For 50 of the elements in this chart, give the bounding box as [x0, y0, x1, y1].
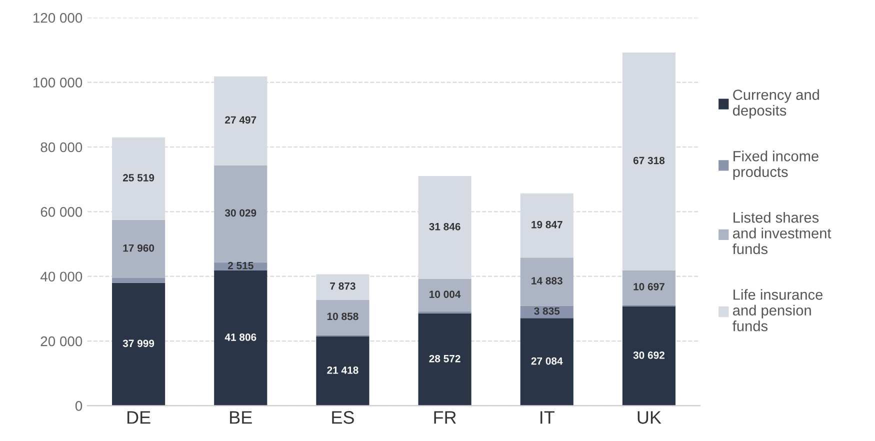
y-tick-label: 40 000: [40, 272, 82, 282]
bar: [214, 270, 268, 406]
data-label: 3 835: [534, 307, 560, 315]
data-label: 10 858: [327, 312, 358, 320]
data-label: 30 029: [224, 209, 256, 217]
bar: [112, 220, 166, 278]
data-label: 27 084: [531, 357, 563, 365]
y-tick-label: 80 000: [40, 142, 82, 152]
data-label: 10 004: [430, 290, 461, 298]
x-tick-label: ES: [332, 411, 354, 424]
x-tick-label: UK: [638, 411, 662, 424]
data-label: 28 572: [429, 354, 460, 362]
data-label: 27 497: [225, 116, 256, 124]
x-tick-label: FR: [434, 411, 456, 424]
y-tick-label: 120 000: [34, 12, 82, 23]
y-tick-label: 60 000: [40, 207, 82, 217]
legend-label: Life insurance and pension funds: [732, 289, 823, 332]
data-label: 67 318: [633, 156, 665, 164]
legend-label: Listed shares and investment funds: [732, 212, 832, 254]
data-label: 17 960: [123, 244, 154, 252]
x-tick-label: BE: [230, 411, 252, 424]
data-label: 2 515: [228, 262, 254, 270]
data-label: 30 692: [633, 352, 664, 359]
data-label: 37 999: [122, 340, 154, 348]
legend-label: Fixed income products: [733, 150, 818, 180]
data-label: 7 873: [330, 282, 356, 290]
bar: [112, 282, 166, 406]
data-label: 25 519: [122, 174, 154, 182]
data-label: 10 697: [634, 282, 664, 290]
bar: [316, 300, 370, 335]
data-label: 31 846: [429, 222, 460, 230]
bar: [418, 313, 472, 406]
bar: [520, 318, 574, 406]
bar: [418, 279, 472, 312]
data-label: 19 847: [532, 220, 562, 228]
bar: [520, 258, 574, 306]
bar: [112, 278, 166, 283]
x-tick-label: IT: [540, 411, 554, 424]
data-label: 14 883: [532, 277, 562, 284]
legend-label: Currency and deposits: [732, 89, 819, 119]
bar: [316, 336, 370, 406]
y-tick-label: 0: [75, 401, 82, 411]
bar: [214, 165, 268, 262]
bar: [622, 306, 676, 406]
data-label: 21 418: [327, 366, 358, 374]
data-label: 41 806: [224, 334, 256, 341]
x-tick-label: DE: [127, 411, 150, 424]
y-tick-label: 100 000: [34, 78, 82, 88]
y-tick-label: 20 000: [40, 336, 82, 346]
bar: [622, 270, 676, 305]
